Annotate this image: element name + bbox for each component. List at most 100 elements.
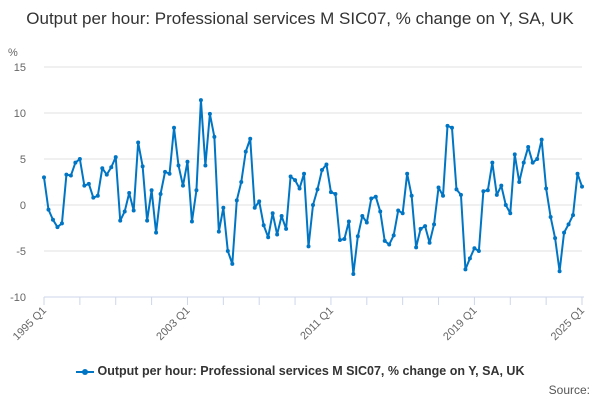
data-point (86, 181, 91, 186)
data-point (109, 165, 114, 170)
data-point (46, 207, 51, 212)
data-point (503, 203, 508, 207)
data-point (337, 237, 342, 242)
data-point (481, 189, 486, 194)
data-point (163, 169, 168, 174)
data-point (557, 269, 562, 274)
data-point (324, 162, 329, 167)
data-point (553, 236, 558, 241)
data-point (145, 218, 150, 223)
data-point (427, 240, 432, 245)
data-point (104, 172, 109, 177)
data-point (445, 123, 450, 128)
data-point (369, 196, 374, 201)
data-point (382, 238, 387, 243)
data-point (400, 211, 405, 216)
data-point (539, 137, 544, 142)
data-point (360, 214, 365, 219)
data-point (266, 235, 271, 240)
data-point (68, 173, 73, 178)
data-point (113, 155, 118, 160)
data-point (91, 195, 96, 200)
legend-label: Output per hour: Professional services M… (97, 364, 525, 378)
data-point (302, 171, 307, 176)
data-point (306, 244, 311, 249)
data-point (463, 267, 468, 272)
data-point (311, 203, 315, 207)
data-point (225, 249, 230, 253)
data-point (293, 178, 298, 183)
data-point (248, 136, 253, 141)
legend[interactable]: Output per hour: Professional services M… (0, 364, 600, 378)
data-point (396, 208, 401, 213)
data-point (508, 211, 513, 216)
data-point (521, 160, 526, 165)
data-point (575, 171, 580, 176)
data-point (328, 190, 333, 195)
data-point (203, 163, 208, 168)
data-point (154, 230, 159, 235)
data-point (517, 180, 522, 184)
y-tick-label: -5 (16, 246, 26, 258)
data-point (212, 134, 217, 139)
data-point (64, 172, 69, 177)
data-point (198, 98, 203, 103)
data-point (526, 145, 531, 150)
data-point (279, 214, 284, 219)
data-point (458, 192, 463, 197)
data-point (216, 229, 221, 234)
x-tick-label: 2025 Q1 (549, 305, 587, 343)
data-point (131, 208, 136, 213)
x-tick-label: 1995 Q1 (11, 305, 49, 343)
data-point (127, 191, 132, 196)
data-point (441, 193, 446, 198)
y-axis-label: % (8, 47, 18, 59)
data-point (297, 186, 302, 191)
y-tick-label: 0 (20, 200, 26, 212)
data-point (239, 180, 244, 184)
data-point (136, 140, 141, 145)
data-point (122, 209, 127, 214)
data-point (158, 191, 163, 196)
data-point (485, 188, 490, 193)
data-point (454, 187, 459, 192)
data-point (118, 218, 123, 223)
data-point (436, 185, 441, 190)
data-point (194, 188, 199, 193)
chart-title: Output per hour: Professional services M… (26, 9, 574, 28)
data-point (364, 220, 369, 225)
y-tick-label: 15 (14, 62, 26, 74)
y-tick-label: -10 (10, 292, 26, 304)
data-point (449, 125, 454, 130)
data-point (432, 222, 437, 227)
data-point (409, 193, 414, 198)
data-point (490, 160, 495, 165)
legend-swatch (75, 368, 94, 375)
data-point (548, 214, 553, 219)
data-point (571, 213, 576, 218)
data-point (355, 234, 360, 239)
data-point (243, 149, 248, 154)
data-point (391, 233, 396, 238)
data-point (566, 222, 571, 227)
data-point (234, 198, 239, 203)
data-point (100, 166, 105, 171)
x-tick-label: 2003 Q1 (154, 305, 192, 343)
data-point (189, 219, 194, 224)
data-point (512, 152, 517, 157)
data-point (77, 157, 82, 161)
data-point (378, 209, 383, 214)
y-tick-label: 5 (20, 154, 26, 166)
data-point (176, 163, 181, 168)
data-point (257, 199, 262, 204)
data-point (140, 164, 145, 169)
data-point (494, 192, 499, 197)
data-point (82, 183, 87, 188)
data-point (252, 205, 257, 210)
data-point (472, 246, 477, 251)
source-label: Source: (548, 383, 590, 397)
data-point (346, 219, 351, 224)
data-point (288, 174, 293, 179)
